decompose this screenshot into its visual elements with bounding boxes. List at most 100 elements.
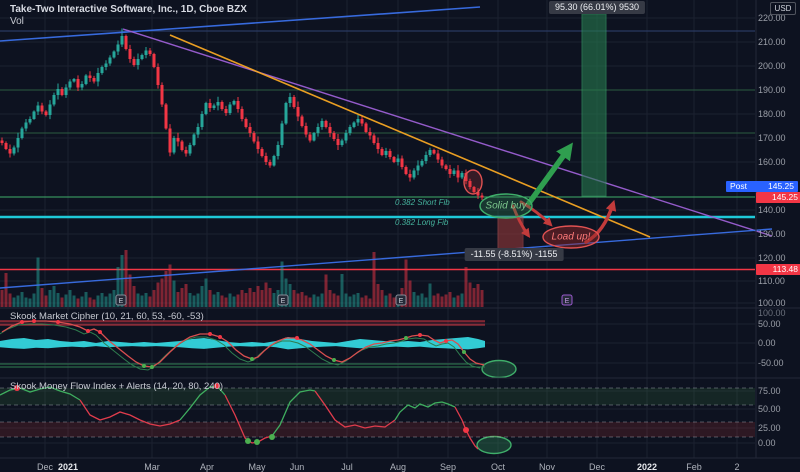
volume-bar: [300, 291, 304, 307]
time-tick-label: Mar: [144, 462, 160, 472]
candle-body: [92, 78, 96, 82]
load-up-ellipse[interactable]: [542, 225, 600, 249]
volume-bar: [108, 293, 112, 307]
earnings-icon[interactable]: [561, 294, 573, 306]
candle-body: [392, 157, 396, 162]
volume-bar: [360, 297, 364, 307]
fib-short-label[interactable]: 0.382 Short Fib: [395, 198, 450, 207]
candle-body: [60, 88, 64, 95]
symbol-title[interactable]: Take-Two Interactive Software, Inc., 1D,…: [10, 4, 247, 15]
mfi-line-segment: [224, 394, 273, 444]
mfi-line-segment: [0, 386, 81, 401]
candle-body: [388, 151, 392, 158]
candle-body: [228, 104, 232, 113]
time-tick-label: Dec: [588, 462, 606, 472]
candle-body: [464, 172, 468, 182]
red-up-arrow[interactable]: [584, 199, 617, 244]
candle-body: [368, 132, 372, 136]
currency-badge[interactable]: USD: [770, 2, 796, 15]
last-price-badge: 145.25: [756, 192, 800, 203]
ascending-resistance-trendline[interactable]: [0, 6, 481, 42]
candle-body: [28, 118, 32, 123]
candle-body: [352, 122, 356, 128]
candle-body: [280, 123, 284, 146]
candle-body: [364, 123, 368, 132]
volume-bar: [244, 292, 248, 307]
candle-body: [296, 106, 300, 117]
volume-bar: [20, 291, 24, 307]
cipher-panel-title[interactable]: Skook Market Cipher (10, 21, 60, 53, -60…: [10, 311, 204, 322]
solid-buy-ellipse[interactable]: [479, 193, 533, 219]
volume-bar: [448, 291, 452, 307]
volume-bar: [68, 289, 72, 307]
price-axis[interactable]: 220.00 210.00 200.00 190.00 180.00 170.00 160.…: [756, 0, 800, 458]
candle-body: [168, 128, 172, 153]
candle-body: [148, 50, 152, 54]
post-market-price-badge: Post 145.25: [726, 181, 798, 192]
red-down-arrow-1[interactable]: [511, 204, 531, 239]
volume-bar: [92, 299, 96, 307]
earnings-icon[interactable]: [115, 294, 127, 306]
mfi-line-segment: [454, 406, 479, 450]
red-down-arrow-2[interactable]: [519, 200, 553, 227]
descending-orange-trendline[interactable]: [169, 34, 651, 238]
volume-bar: [428, 283, 432, 307]
volume-bar: [336, 295, 340, 307]
earnings-icon[interactable]: [277, 294, 289, 306]
volume-bar: [120, 254, 124, 307]
time-tick-label: Jun: [289, 462, 305, 472]
mfi-line-segment: [314, 390, 396, 429]
volume-bar: [260, 289, 264, 307]
price-tick-label: 0.00: [758, 338, 776, 348]
mfi-ellipse[interactable]: [476, 435, 512, 455]
candle-body: [440, 159, 444, 166]
volume-bar: [196, 293, 200, 307]
candle-body: [220, 102, 224, 110]
cipher-ellipse[interactable]: [481, 359, 517, 379]
solid-buy-annotation[interactable]: Solid buy: [485, 200, 527, 212]
volume-bar: [144, 292, 148, 307]
mfi-panel-title[interactable]: Skook Money Flow Index + Alerts (14, 20,…: [10, 381, 224, 392]
earnings-icon[interactable]: [395, 294, 407, 306]
volume-bar: [424, 297, 428, 307]
volume-bar: [412, 291, 416, 307]
volume-bar: [64, 294, 68, 307]
volume-bar: [224, 297, 228, 307]
volume-bar: [468, 282, 472, 307]
volume-indicator-label[interactable]: Vol: [10, 16, 24, 27]
time-tick-label: 2021: [57, 462, 79, 472]
volume-bar: [164, 270, 168, 307]
mfi-buy-dot: [245, 438, 251, 444]
load-up-annotation[interactable]: Load up!: [551, 231, 591, 243]
volume-bar: [432, 295, 436, 307]
cipher-money-flow-wave: [0, 337, 485, 350]
volume-bar: [0, 289, 4, 307]
volume-bar: [292, 289, 296, 307]
candle-body: [96, 73, 100, 82]
candle-body: [212, 105, 216, 108]
breakdown-circle[interactable]: [463, 169, 483, 195]
mfi-line-segment: [79, 399, 181, 427]
volume-bar: [116, 267, 120, 307]
green-up-arrow[interactable]: [526, 142, 573, 206]
alert-price: 113.48: [772, 264, 798, 274]
candle-body: [328, 127, 332, 134]
candle-body: [360, 118, 364, 124]
volume-bar: [352, 294, 356, 307]
cipher-sell-dot: [56, 320, 60, 324]
long-projection-box[interactable]: [581, 13, 607, 197]
candle-body: [436, 153, 440, 160]
candle-body: [40, 105, 44, 112]
fib-long-label[interactable]: 0.382 Long Fib: [395, 218, 449, 227]
ascending-support-trendline[interactable]: [0, 228, 773, 289]
candle-body: [264, 156, 268, 162]
candle-body: [72, 79, 76, 82]
candle-body: [468, 181, 472, 188]
volume-bar: [248, 288, 252, 307]
descending-purple-trendline[interactable]: [122, 28, 773, 237]
candle-body: [480, 195, 484, 198]
time-tick-label: Apr: [199, 462, 215, 472]
candle-body: [156, 67, 160, 86]
time-axis[interactable]: Dec 2021 Mar Apr May Jun Jul Aug Sep Oct Nov Dec 202…: [0, 458, 800, 472]
